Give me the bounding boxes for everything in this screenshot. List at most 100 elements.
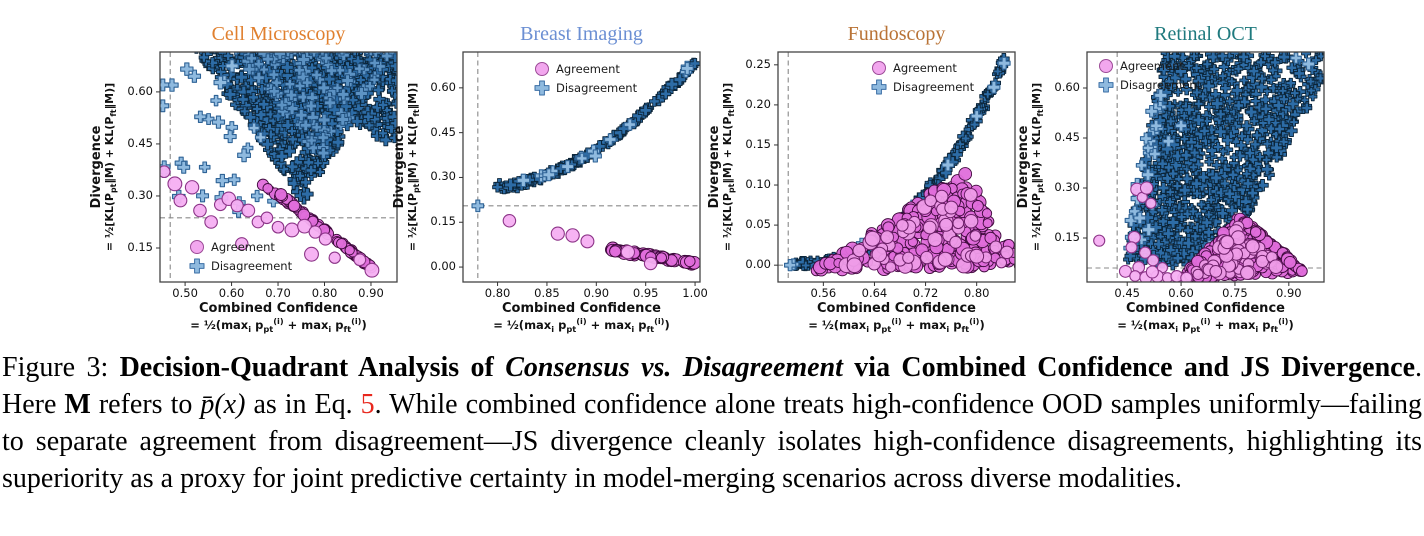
panel-cell-microscopy: Cell Microscopy Divergence = ½[KL(Ppt‖M)… xyxy=(75,0,407,340)
legend-label: Disagreement xyxy=(211,259,293,273)
figure-panels: Cell Microscopy Divergence = ½[KL(Ppt‖M)… xyxy=(75,0,1325,340)
disagreement-legend-icon xyxy=(871,79,887,95)
x-tick-label: 0.56 xyxy=(810,286,837,300)
y-tick-label: 0.45 xyxy=(1054,130,1080,144)
y-tick-label: 0.15 xyxy=(430,214,456,229)
agreement-points xyxy=(810,167,1015,277)
x-axis-label: Combined Confidence xyxy=(817,301,976,316)
x-tick-label: 0.80 xyxy=(963,286,990,300)
panel-title: Breast Imaging xyxy=(520,23,643,45)
caption-segment: via Combined Confidence and JS Divergenc… xyxy=(842,352,1416,383)
x-tick-label: 0.45 xyxy=(1114,286,1140,300)
x-tick-label: 0.80 xyxy=(311,286,338,300)
legend-label: Agreement xyxy=(893,61,957,75)
y-tick-label: 0.20 xyxy=(745,96,771,111)
y-tick-label: 0.60 xyxy=(430,79,456,94)
y-tick-label: 0.25 xyxy=(745,56,771,71)
plot-frame xyxy=(462,51,701,283)
x-tick-label: 0.90 xyxy=(1275,286,1302,300)
y-tick-label: 0.10 xyxy=(745,177,771,192)
x-tick-label: 0.70 xyxy=(265,286,291,300)
disagreement-legend-icon xyxy=(189,258,205,274)
x-tick-label: 0.60 xyxy=(1168,286,1194,300)
axis-ticks xyxy=(1083,87,1290,286)
agreement-legend-icon xyxy=(535,62,549,76)
disagreement-legend-icon xyxy=(1098,77,1114,93)
y-tick-label: 0.45 xyxy=(430,124,456,139)
x-tick-label: 1.00 xyxy=(682,286,708,300)
plot-legend: Agreement Disagreement xyxy=(189,240,293,274)
caption-segment: . Here xyxy=(2,352,1423,420)
y-tick-label: 0.15 xyxy=(745,136,771,151)
legend-label: Agreement xyxy=(211,240,275,254)
caption-segment: . While combined confidence alone treats… xyxy=(2,388,1422,494)
x-axis-label: Combined Confidence xyxy=(502,301,661,316)
agreement-points xyxy=(1093,181,1308,282)
agreement-points xyxy=(160,165,380,278)
equation-reference-link[interactable]: 5 xyxy=(360,388,375,420)
y-axis-label-line1: Divergence xyxy=(89,125,104,209)
x-axis-label-formula: = ½(maxi ppt(i) + maxi pft(i)) xyxy=(190,316,367,335)
y-tick-label: 0.30 xyxy=(1054,180,1080,194)
scatter-points-layer xyxy=(784,52,1015,277)
axis-ticks xyxy=(774,64,978,286)
y-tick-label: 0.30 xyxy=(430,169,456,184)
scatter-points-layer xyxy=(471,57,700,271)
panel-title: Retinal OCT xyxy=(1154,23,1257,45)
legend-label: Agreement xyxy=(556,62,620,76)
x-tick-label: 0.60 xyxy=(218,286,245,300)
y-axis-label-line1: Divergence xyxy=(1016,125,1031,209)
plot-legend: Agreement Disagreement xyxy=(534,62,638,96)
quadrant-dashed-lines xyxy=(463,52,700,282)
y-axis-label-formula: = ½[KL(Ppt‖M) + KL(Pft‖M)] xyxy=(103,82,119,252)
legend-label: Disagreement xyxy=(556,81,638,95)
agreement-legend-icon xyxy=(1099,59,1113,73)
scatter-points-layer xyxy=(1093,52,1324,282)
agreement-legend-icon xyxy=(872,61,886,75)
panel-title: Fundoscopy xyxy=(847,23,946,45)
y-axis-label-line1: Divergence xyxy=(707,125,722,209)
caption-segment: M xyxy=(64,388,91,420)
disagreement-legend-icon xyxy=(534,80,550,96)
plot-legend: Agreement Disagreement xyxy=(1098,59,1202,93)
agreement-legend-icon xyxy=(190,240,204,254)
y-tick-label: 0.30 xyxy=(127,187,153,202)
panel-title: Cell Microscopy xyxy=(211,23,346,45)
x-axis-label-formula: = ½(maxi ppt(i) + maxi pft(i)) xyxy=(1117,316,1294,335)
x-tick-label: 0.80 xyxy=(484,286,511,300)
panel-fundoscopy: Fundoscopy Divergence = ½[KL(Ppt‖M) + KL… xyxy=(693,0,1025,340)
caption-segment: Consensus vs. Disagreement xyxy=(505,352,843,383)
caption-segment: as in Eq. xyxy=(245,388,361,420)
x-tick-label: 0.95 xyxy=(632,286,659,300)
disagreement-points xyxy=(471,57,700,213)
y-tick-label: 0.15 xyxy=(127,240,153,254)
x-tick-label: 0.72 xyxy=(912,286,939,300)
x-axis-label-formula: = ½(maxi ppt(i) + maxi pft(i)) xyxy=(808,316,985,335)
y-tick-label: 0.60 xyxy=(127,83,153,98)
x-axis-label: Combined Confidence xyxy=(199,301,358,316)
y-axis-label-line1: Divergence xyxy=(392,125,407,209)
y-tick-label: 0.45 xyxy=(127,135,153,150)
y-axis-label: Divergence = ½[KL(Ppt‖M) + KL(Pft‖M)] xyxy=(707,42,741,292)
scatter-points-layer xyxy=(160,52,397,278)
y-axis-label-formula: = ½[KL(Ppt‖M) + KL(Pft‖M)] xyxy=(721,82,737,252)
scatter-plot-canvas: Agreement Disagreement xyxy=(774,51,1016,286)
scatter-plot-canvas: Agreement Disagreement xyxy=(156,51,398,286)
caption-segment: p̄(x) xyxy=(200,388,246,420)
caption-segment: Figure 3: xyxy=(2,352,120,383)
axis-ticks xyxy=(459,87,696,286)
x-tick-label: 0.50 xyxy=(172,286,198,300)
x-tick-label: 0.64 xyxy=(861,286,888,300)
legend-label: Agreement xyxy=(1120,59,1184,73)
scatter-plot-canvas: Agreement Disagreement xyxy=(1083,51,1325,286)
x-tick-label: 0.90 xyxy=(583,286,610,300)
plot-legend: Agreement Disagreement xyxy=(871,61,975,95)
y-tick-label: 0.05 xyxy=(745,217,771,232)
x-axis-label: Combined Confidence xyxy=(1126,301,1285,316)
panel-breast-imaging: Breast Imaging Divergence = ½[KL(Ppt‖M) … xyxy=(378,0,710,340)
y-tick-label: 0.00 xyxy=(430,259,456,274)
plot-frame xyxy=(777,51,1016,283)
scatter-plot-canvas: Agreement Disagreement xyxy=(459,51,701,286)
x-tick-label: 0.75 xyxy=(1222,286,1248,300)
caption-segment: refers to xyxy=(90,388,201,420)
